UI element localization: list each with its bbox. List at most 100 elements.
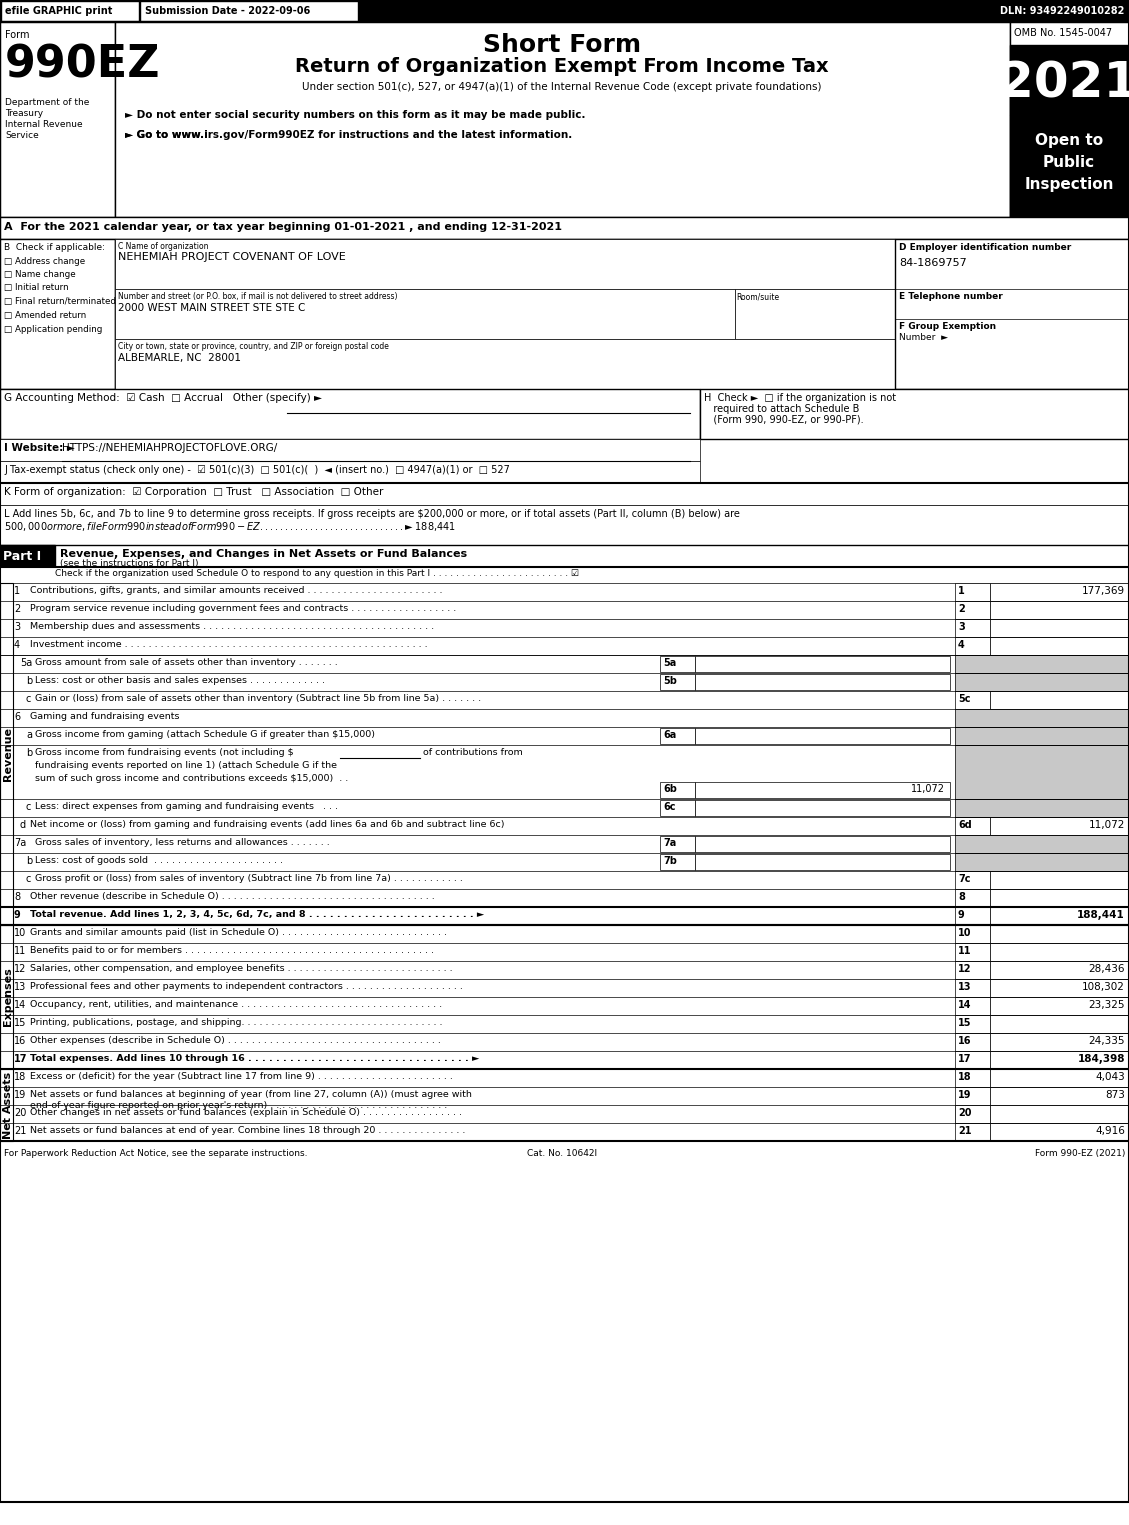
Bar [115,290,735,339]
Text: 23,325: 23,325 [1088,1000,1124,1010]
Bar [140,2,358,21]
Text: G Accounting Method:  ☑ Cash  □ Accrual   Other (specify) ►: G Accounting Method: ☑ Cash □ Accrual Ot… [5,393,322,403]
Text: c: c [26,874,32,884]
Text: ► Do not enter social security numbers on this form as it may be made public.: ► Do not enter social security numbers o… [125,110,586,120]
Text: 28,436: 28,436 [1088,964,1124,974]
Bar [990,961,1129,979]
Bar [735,290,895,339]
Text: Gross income from fundraising events (not including $: Gross income from fundraising events (no… [35,747,294,756]
Text: 13: 13 [959,982,971,991]
Bar [990,1051,1129,1069]
Text: 7b: 7b [663,856,677,866]
Bar [695,674,949,689]
Text: Gaming and fundraising events: Gaming and fundraising events [30,712,180,721]
Bar [990,997,1129,1016]
Text: D Employer identification number: D Employer identification number [899,242,1071,252]
Text: Other revenue (describe in Schedule O) . . . . . . . . . . . . . . . . . . . . .: Other revenue (describe in Schedule O) .… [30,892,435,901]
Text: Total revenue. Add lines 1, 2, 3, 4, 5c, 6d, 7c, and 8 . . . . . . . . . . . . .: Total revenue. Add lines 1, 2, 3, 4, 5c,… [30,910,484,920]
Bar [0,389,700,439]
Text: 11: 11 [959,946,971,956]
Bar [990,673,1129,691]
Text: Gross profit or (loss) from sales of inventory (Subtract line 7b from line 7a) .: Gross profit or (loss) from sales of inv… [35,874,463,883]
Text: 4: 4 [14,640,20,650]
Text: K Form of organization:  ☑ Corporation  □ Trust   □ Association  □ Other: K Form of organization: ☑ Corporation □ … [5,486,384,497]
Text: 11: 11 [14,946,26,956]
Text: ► Go to www.irs.gov/Form990EZ for instructions and the latest information.: ► Go to www.irs.gov/Form990EZ for instru… [125,130,572,140]
Bar [115,239,895,290]
Bar [0,217,1129,239]
Text: 6d: 6d [959,820,972,830]
Text: B  Check if applicable:: B Check if applicable: [5,242,105,252]
Bar [955,817,990,836]
Text: Investment income . . . . . . . . . . . . . . . . . . . . . . . . . . . . . . . : Investment income . . . . . . . . . . . … [30,640,428,650]
Bar [990,799,1129,817]
Bar [695,782,949,798]
Text: 16: 16 [959,1035,971,1046]
Text: 2021: 2021 [999,59,1129,107]
Bar [990,871,1129,889]
Text: $500,000 or more, file Form 990 instead of Form 990-EZ . . . . . . . . . . . . .: $500,000 or more, file Form 990 instead … [5,520,456,534]
Text: E Telephone number: E Telephone number [899,291,1003,300]
Bar [0,544,55,567]
Bar [0,583,14,926]
Text: Excess or (deficit) for the year (Subtract line 17 from line 9) . . . . . . . . : Excess or (deficit) for the year (Subtra… [30,1072,453,1081]
Text: fundraising events reported on line 1) (attach Schedule G if the: fundraising events reported on line 1) (… [35,761,336,770]
Bar [695,801,949,816]
Text: 184,398: 184,398 [1077,1054,1124,1064]
Text: Other changes in net assets or fund balances (explain in Schedule O) . . . . . .: Other changes in net assets or fund bala… [30,1109,462,1116]
Text: I Website: ►: I Website: ► [5,442,75,453]
Bar [955,871,990,889]
Text: 9: 9 [14,910,20,920]
Bar [955,907,990,926]
Text: 17: 17 [959,1054,971,1064]
Text: ► Go to www.i: ► Go to www.i [125,130,208,140]
Text: Revenue: Revenue [3,727,14,781]
Text: Inspection: Inspection [1024,177,1113,192]
Bar [955,709,990,727]
Bar [990,942,1129,961]
Text: 19: 19 [14,1090,26,1100]
Bar [990,1122,1129,1141]
Text: d: d [20,820,26,830]
Bar [990,1106,1129,1122]
Bar [990,601,1129,619]
Text: 9: 9 [959,910,965,920]
Text: J Tax-exempt status (check only one) -  ☑ 501(c)(3)  □ 501(c)(  )  ◄ (insert no.: J Tax-exempt status (check only one) - ☑… [5,465,510,474]
Text: 21: 21 [14,1125,26,1136]
Bar [1,2,139,21]
Bar [990,1016,1129,1032]
Bar [990,746,1129,799]
Bar [660,836,695,852]
Text: 20: 20 [959,1109,971,1118]
Text: 108,302: 108,302 [1082,982,1124,991]
Text: 20: 20 [14,1109,26,1118]
Text: Short Form: Short Form [483,34,641,56]
Text: City or town, state or province, country, and ZIP or foreign postal code: City or town, state or province, country… [119,342,388,351]
Text: Treasury: Treasury [5,108,43,117]
Text: 177,369: 177,369 [1082,586,1124,596]
Text: □ Application pending: □ Application pending [5,325,103,334]
Text: 990EZ: 990EZ [5,44,160,87]
Text: For Paperwork Reduction Act Notice, see the separate instructions.: For Paperwork Reduction Act Notice, see … [5,1148,307,1157]
Bar [955,1051,990,1069]
Text: 873: 873 [1105,1090,1124,1100]
Bar [660,854,695,869]
Text: Department of the: Department of the [5,98,89,107]
Text: Gross amount from sale of assets other than inventory . . . . . . .: Gross amount from sale of assets other t… [35,657,338,666]
Text: 7a: 7a [14,839,26,848]
Bar [955,727,990,746]
Bar [955,961,990,979]
Bar [990,619,1129,637]
Text: (see the instructions for Part I): (see the instructions for Part I) [60,560,199,567]
Text: Number and street (or P.O. box, if mail is not delivered to street address): Number and street (or P.O. box, if mail … [119,291,397,300]
Text: 1: 1 [959,586,965,596]
Bar [955,583,990,601]
Text: 18: 18 [959,1072,972,1083]
Text: 5c: 5c [959,694,971,705]
Bar [990,1069,1129,1087]
Bar [0,483,1129,505]
Text: Gain or (loss) from sale of assets other than inventory (Subtract line 5b from l: Gain or (loss) from sale of assets other… [35,694,481,703]
Bar [115,239,895,389]
Bar [990,656,1129,673]
Text: 13: 13 [14,982,26,991]
